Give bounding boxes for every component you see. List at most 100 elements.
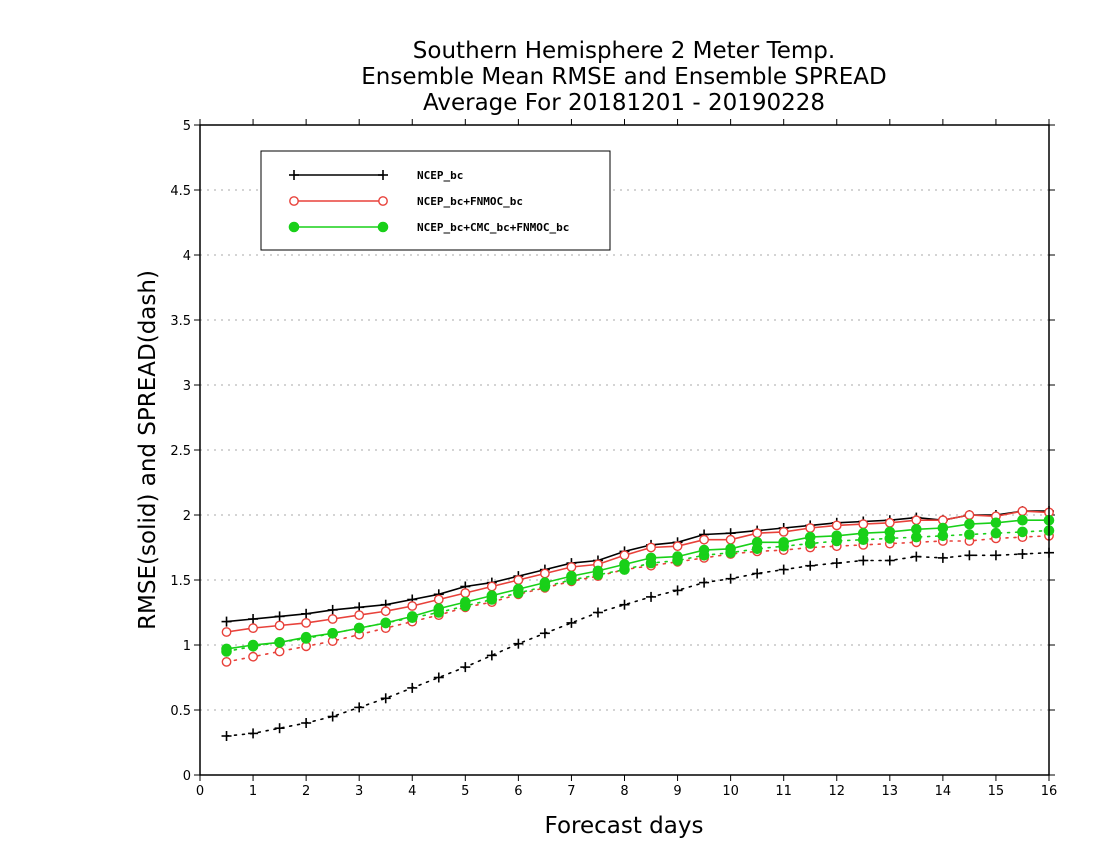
rmse-point <box>460 588 471 598</box>
rmse-point <box>354 610 365 620</box>
spread-point <box>486 650 497 661</box>
spread-point <box>990 550 1001 561</box>
series-0 <box>221 506 1054 741</box>
rmse-point <box>513 575 524 585</box>
spread-point <box>539 628 550 639</box>
rmse-point <box>778 527 789 537</box>
rmse-point <box>698 544 710 556</box>
chart-title-line-3: Average For 20181201 - 20190228 <box>423 90 825 116</box>
spread-point <box>964 550 975 561</box>
x-tick-label: 12 <box>828 784 845 799</box>
spread-point <box>1017 526 1028 538</box>
axis-ticks: 00.511.522.533.544.550 1 2 3 4 5 6 7 8 9 10 11 12 13 1… <box>170 119 1057 799</box>
spread-point <box>248 651 258 662</box>
rmse-point <box>486 590 498 601</box>
rmse-point <box>433 594 444 605</box>
x-tick-label: 13 <box>882 784 899 799</box>
x-tick-label: 2 <box>302 784 310 799</box>
spread-line <box>225 534 1050 663</box>
legend-entry: NCEP_bc <box>289 169 463 182</box>
series-1 <box>221 506 1054 667</box>
spread-point <box>937 552 948 563</box>
rmse-point <box>221 643 232 655</box>
spread-point <box>831 558 842 569</box>
rmse-point <box>645 552 657 564</box>
x-tick-label: 11 <box>775 784 792 799</box>
rmse-point <box>380 606 391 617</box>
spread-point <box>274 723 285 734</box>
legend-label: NCEP_bc <box>417 169 463 182</box>
rmse-point <box>831 530 843 542</box>
rmse-point <box>300 631 312 643</box>
chart-title-line-2: Ensemble Mean RMSE and Ensemble SPREAD <box>361 64 886 90</box>
spread-point <box>433 672 444 683</box>
rmse-point <box>301 618 312 628</box>
rmse-point <box>221 627 232 637</box>
spread-point <box>221 657 232 667</box>
y-tick-label: 2.5 <box>170 444 191 459</box>
rmse-point <box>301 608 312 619</box>
rmse-point <box>247 639 259 651</box>
rmse-line <box>226 519 1049 650</box>
spread-point <box>592 607 603 618</box>
x-tick-label: 5 <box>461 784 469 799</box>
legend-marker <box>288 221 300 233</box>
rmse-point <box>539 577 551 588</box>
rmse-point <box>274 637 285 648</box>
spread-point <box>354 702 365 713</box>
y-axis-label: RMSE(solid) and SPREAD(dash) <box>135 270 161 630</box>
rmse-point <box>327 604 338 615</box>
y-tick-label: 1.5 <box>170 574 191 589</box>
rmse-point <box>1017 506 1028 516</box>
spread-point <box>646 591 657 602</box>
rmse-point <box>327 614 338 624</box>
spread-point <box>460 662 471 673</box>
series-2 <box>221 514 1055 657</box>
legend-label: NCEP_bc+CMC_bc+FNMOC_bc <box>417 221 569 234</box>
rmse-point <box>858 519 869 529</box>
x-axis-label: Forecast days <box>545 813 704 839</box>
spread-point <box>327 711 338 722</box>
rmse-point <box>804 531 816 543</box>
rmse-point <box>778 537 789 548</box>
x-tick-label: 10 <box>722 784 739 799</box>
spread-point <box>619 599 630 610</box>
rmse-point <box>380 617 392 629</box>
x-tick-label: 14 <box>935 784 952 799</box>
rmse-point <box>857 527 869 539</box>
rmse-point <box>619 559 630 570</box>
rmse-point <box>911 515 922 526</box>
spread-point <box>380 693 391 704</box>
y-tick-label: 0.5 <box>170 704 191 719</box>
rmse-point <box>433 603 445 614</box>
spread-point <box>248 728 259 739</box>
spread-point <box>778 564 789 575</box>
rmse-point <box>619 550 630 561</box>
rmse-point <box>937 522 949 534</box>
spread-point <box>699 577 710 588</box>
legend-entry: NCEP_bc+FNMOC_bc <box>289 195 523 208</box>
rmse-point <box>407 601 418 611</box>
legend-marker <box>378 170 388 180</box>
rmse-point <box>566 562 577 572</box>
spread-point <box>990 527 1002 539</box>
rmse-point <box>540 568 550 579</box>
rmse-point <box>964 518 975 530</box>
spread-point <box>672 585 683 596</box>
rmse-point <box>646 542 656 553</box>
chart-title-line-1: Southern Hemisphere 2 Meter Temp. <box>413 38 835 64</box>
x-tick-label: 3 <box>355 784 363 799</box>
y-tick-label: 0 <box>183 769 191 784</box>
rmse-point <box>964 510 975 520</box>
spread-point <box>964 529 975 540</box>
rmse-point <box>672 551 683 562</box>
rmse-point <box>725 534 736 545</box>
spread-point <box>566 617 577 628</box>
plot-series <box>221 506 1055 741</box>
legend-entry: NCEP_bc+CMC_bc+FNMOC_bc <box>288 221 569 234</box>
x-tick-label: 8 <box>620 784 628 799</box>
y-tick-label: 1 <box>183 639 191 654</box>
legend-marker <box>378 196 388 206</box>
legend: NCEP_bc NCEP_bc+FNMOC_bc NCEP_bc+CMC_bc+FN… <box>260 150 611 251</box>
